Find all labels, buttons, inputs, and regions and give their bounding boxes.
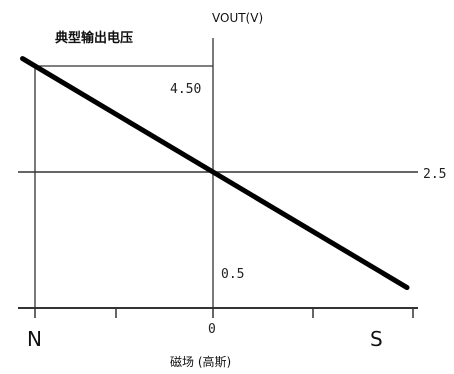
series-layer <box>20 56 410 291</box>
x-tick-label-zero: 0 <box>208 322 216 337</box>
x-tick-group <box>34 308 414 318</box>
y-tick-label-0-5: 0.5 <box>221 267 244 282</box>
chart-title: 典型输出电压 <box>55 30 133 46</box>
y-axis-label: VOUT(V) <box>212 11 263 25</box>
x-tick-label-s: S <box>370 327 383 351</box>
y-tick-label-2-5: 2.5 <box>423 167 446 182</box>
y-tick-label-4-50: 4.50 <box>170 82 201 97</box>
x-tick-label-n: N <box>27 327 42 351</box>
series-line-0 <box>20 56 410 291</box>
x-axis-label: 磁场 (高斯) <box>170 354 231 369</box>
